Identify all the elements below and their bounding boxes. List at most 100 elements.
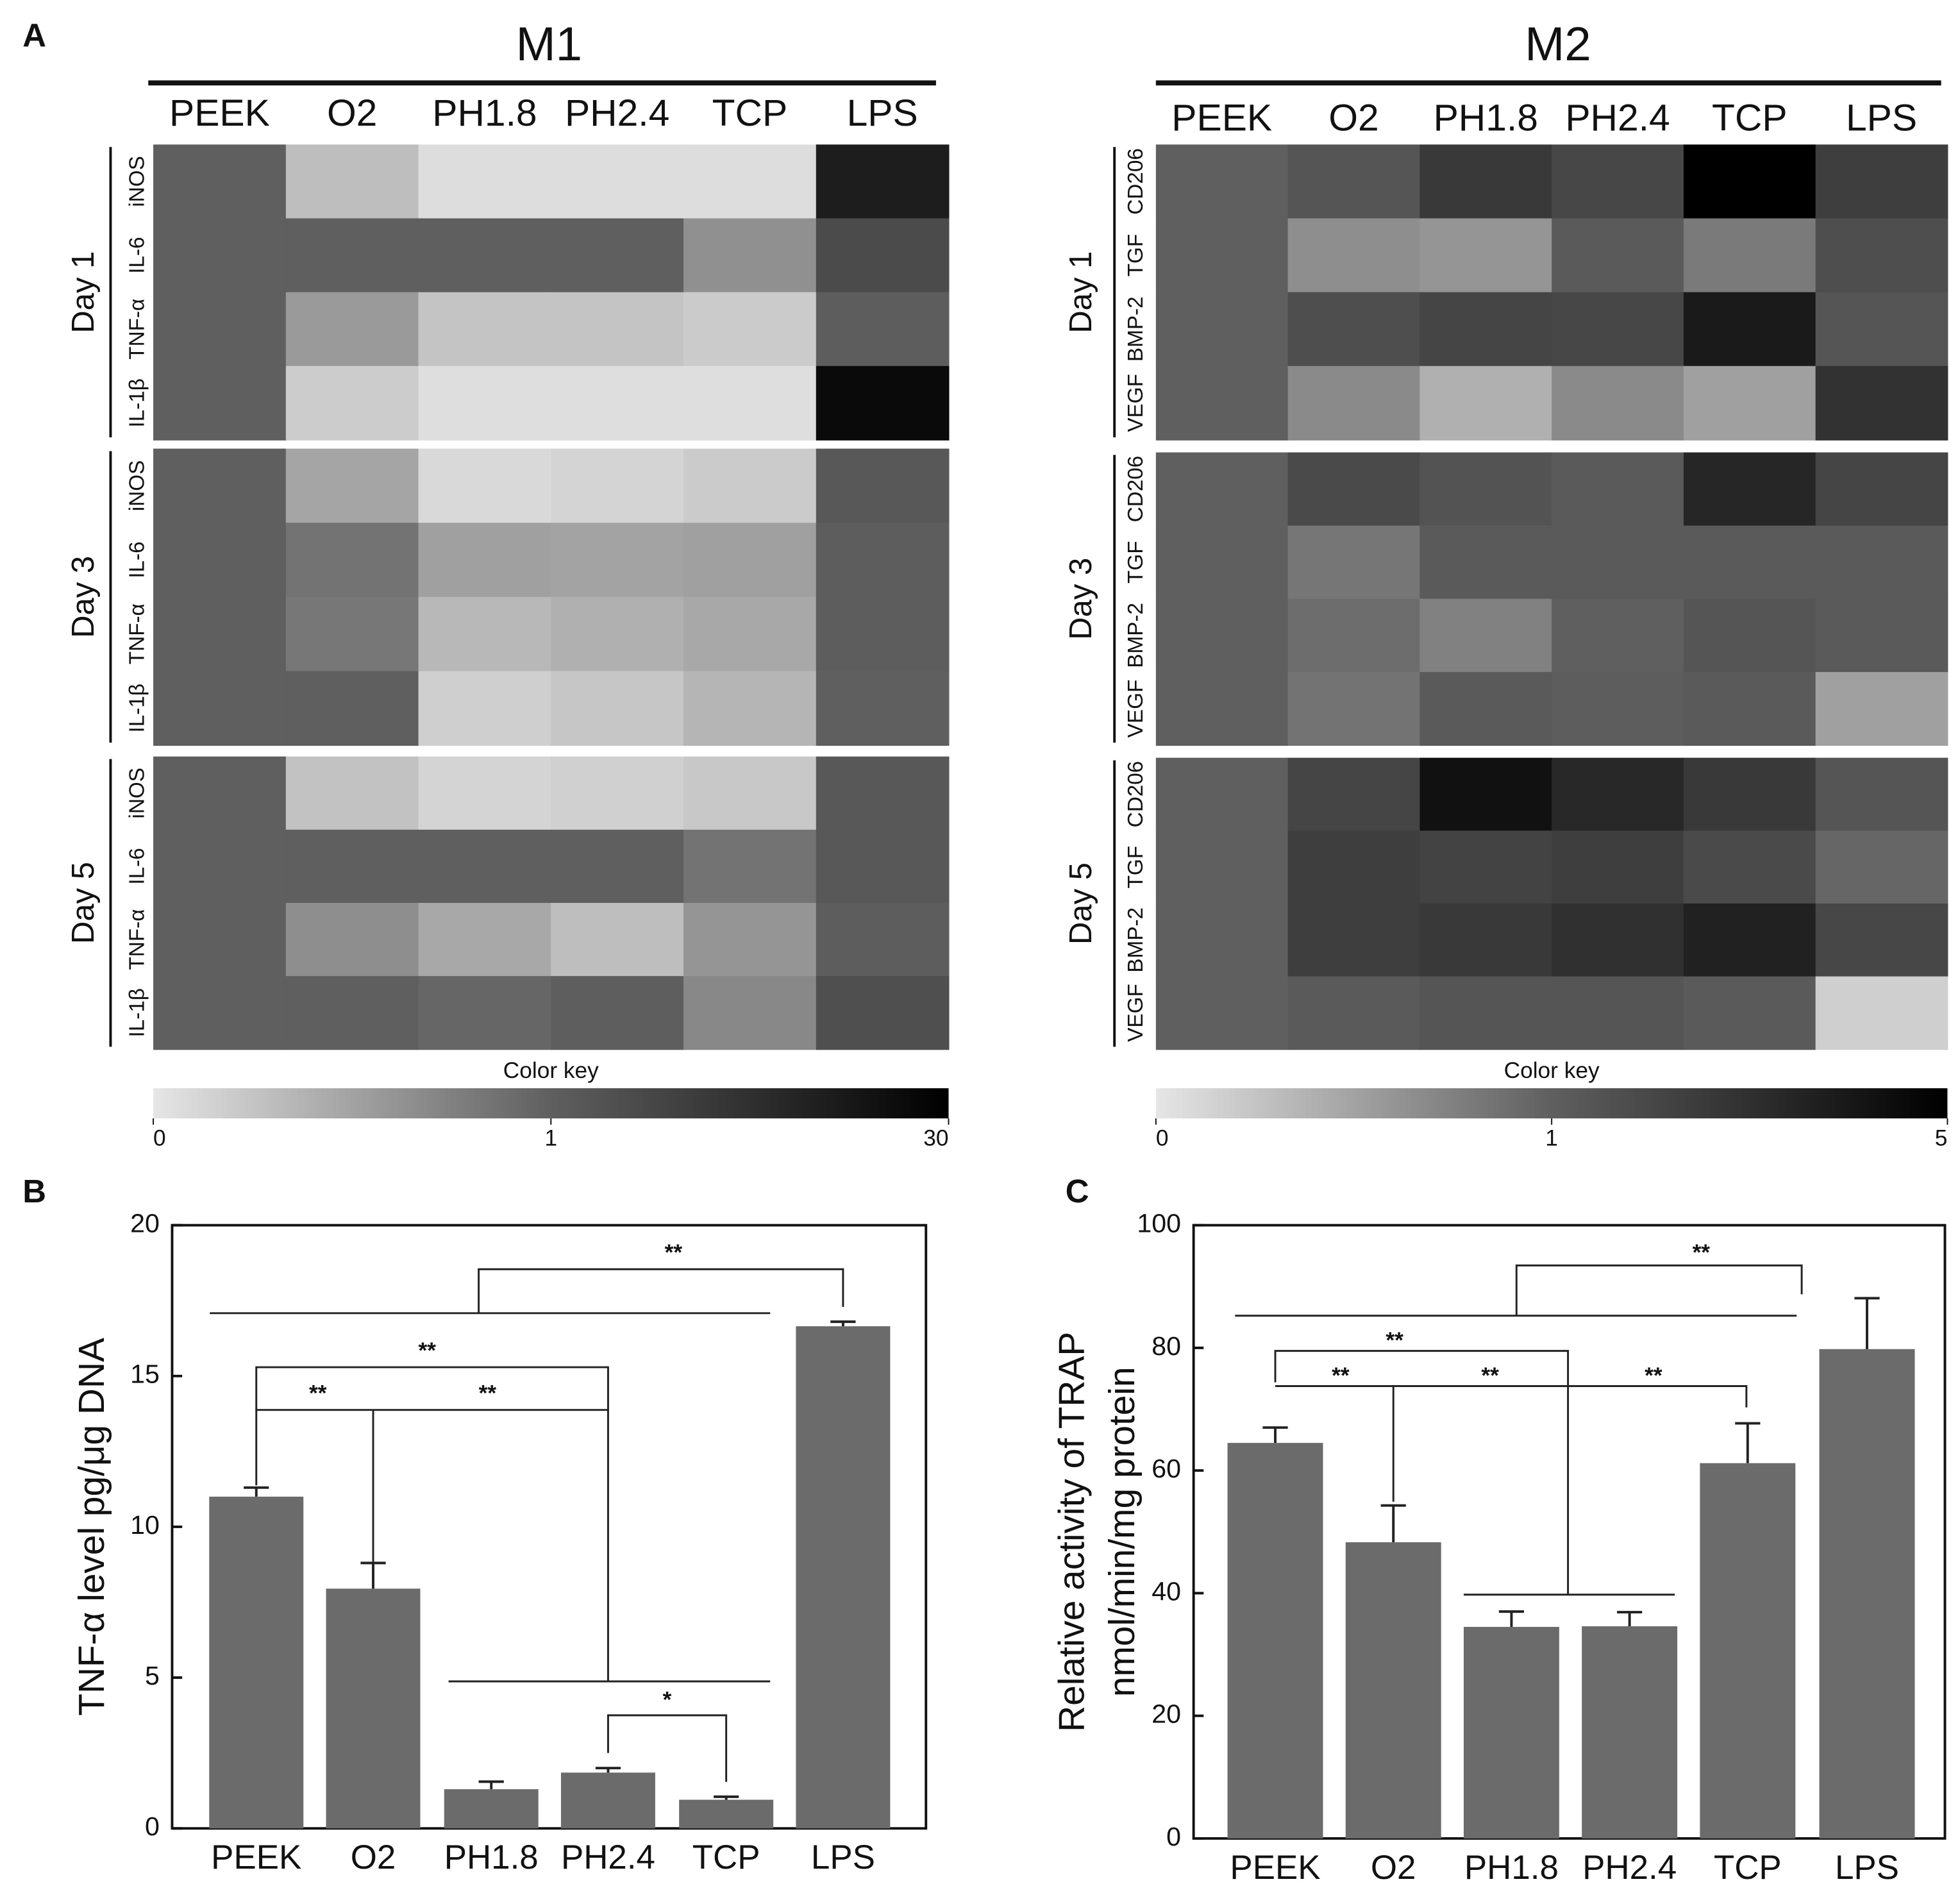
- heatmap-cell: [1552, 292, 1684, 367]
- row-label: iNOS: [125, 768, 149, 819]
- x-tick-label: PEEK: [1230, 1849, 1320, 1887]
- heatmap-cell: [153, 756, 287, 830]
- heatmap-cell: [418, 144, 552, 219]
- row-label: VEGF: [1124, 680, 1148, 738]
- heatmap-cell: [1155, 292, 1289, 367]
- column-label: PH2.4: [565, 92, 669, 134]
- column-label: TCP: [1712, 97, 1788, 139]
- heatmap-cell: [418, 292, 552, 367]
- heatmap-cell: [1155, 366, 1289, 441]
- heatmap-cell: [1287, 976, 1421, 1050]
- heatmap-cell: [1420, 598, 1553, 673]
- key-tick-label: 1: [544, 1126, 557, 1151]
- heatmap-cell: [1420, 292, 1553, 367]
- heatmap-cell: [683, 366, 817, 441]
- row-label: IL-1β: [125, 684, 149, 733]
- heatmap-cell: [1287, 292, 1421, 367]
- significance-label: *: [663, 1688, 672, 1713]
- heatmap-cell: [153, 671, 287, 746]
- heatmap-cell: [1287, 757, 1421, 832]
- heatmap-cell: [1552, 144, 1684, 219]
- heatmap-cell: [1287, 830, 1421, 904]
- heatmap-cell: [153, 218, 287, 293]
- heatmap-cell: [1683, 830, 1816, 904]
- bar: [679, 1799, 774, 1829]
- heatmap-cell: [1815, 598, 1948, 673]
- row-label: IL-1β: [125, 988, 149, 1038]
- significance-label: **: [1645, 1363, 1663, 1388]
- bar: [1463, 1627, 1559, 1838]
- row-label: iNOS: [125, 156, 149, 207]
- heatmap-cell: [816, 448, 950, 524]
- error-bar: [830, 1320, 856, 1327]
- y-tick-label: 5: [145, 1661, 160, 1690]
- heatmap-cell: [551, 523, 685, 598]
- y-tick-label: 100: [1137, 1209, 1181, 1238]
- x-tick-label: O2: [351, 1838, 396, 1876]
- heatmap-cell: [683, 756, 817, 830]
- x-tick-label: PH2.4: [1582, 1849, 1677, 1887]
- heatmap-cell: [816, 144, 950, 219]
- heatmap-cell: [418, 523, 552, 598]
- heatmap-cell: [1287, 144, 1421, 219]
- heatmap-cell: [551, 366, 685, 441]
- x-tick-label: O2: [1371, 1849, 1416, 1887]
- heatmap-cell: [683, 448, 817, 524]
- error-bar: [1380, 1504, 1406, 1543]
- heatmap-cell: [418, 596, 552, 672]
- heatmap-cell: [551, 756, 685, 830]
- heatmap-cell: [285, 144, 419, 219]
- heatmap-cell: [1552, 598, 1684, 673]
- bar: [209, 1496, 304, 1829]
- heatmap-cell: [153, 596, 287, 672]
- day-label: Day 1: [1064, 251, 1098, 333]
- heatmap-cell: [1155, 830, 1289, 904]
- heatmap-cell: [683, 829, 817, 904]
- y-tick-label: 20: [130, 1209, 160, 1238]
- heatmap-cell: [418, 671, 552, 746]
- day-label: Day 3: [1064, 558, 1098, 640]
- heatmap-cell: [1815, 525, 1948, 600]
- significance-label: **: [1693, 1240, 1711, 1265]
- key-label: Color key: [503, 1058, 599, 1083]
- heatmap-cell: [153, 292, 287, 367]
- bar: [444, 1789, 539, 1829]
- heatmap-cell: [153, 144, 287, 219]
- row-label: VEGF: [1124, 984, 1148, 1042]
- error-bar: [714, 1795, 739, 1800]
- heatmap-cell: [1287, 671, 1421, 746]
- significance-label: **: [309, 1381, 327, 1406]
- heatmap-cell: [1815, 757, 1948, 832]
- heatmap-cell: [1420, 671, 1553, 746]
- heatmap-cell: [153, 366, 287, 441]
- error-bar: [478, 1780, 504, 1790]
- bar: [560, 1772, 655, 1829]
- heatmap-cell: [418, 756, 552, 830]
- heatmap-cell: [1552, 830, 1684, 904]
- x-tick-label: TCP: [692, 1838, 760, 1876]
- x-tick-label: LPS: [811, 1838, 875, 1876]
- heatmap-cell: [1683, 292, 1816, 367]
- heatmap-cell: [285, 671, 419, 746]
- heatmap-cell: [285, 976, 419, 1050]
- error-bar: [244, 1486, 269, 1497]
- heatmap-cell: [1683, 525, 1816, 600]
- panel-label: B: [22, 1173, 46, 1209]
- y-tick-label: 15: [130, 1359, 160, 1389]
- heatmap-cell: [1552, 218, 1684, 293]
- heatmap-cell: [683, 903, 817, 977]
- heatmap-cell: [1815, 830, 1948, 904]
- heatmap-cell: [816, 366, 950, 441]
- heatmap-cell: [1552, 366, 1684, 441]
- significance-bracket: [607, 1714, 728, 1782]
- heatmap-cell: [1287, 366, 1421, 441]
- significance-label: **: [1386, 1328, 1403, 1353]
- heatmap-cell: [285, 218, 419, 293]
- heatmap-cell: [1552, 903, 1684, 977]
- row-label: CD206: [1124, 761, 1148, 828]
- heatmap-cell: [1420, 976, 1553, 1050]
- error-bar: [1735, 1422, 1761, 1463]
- y-tick-label: 60: [1152, 1454, 1181, 1483]
- significance-label: **: [1481, 1363, 1499, 1388]
- day-label: Day 3: [66, 556, 101, 638]
